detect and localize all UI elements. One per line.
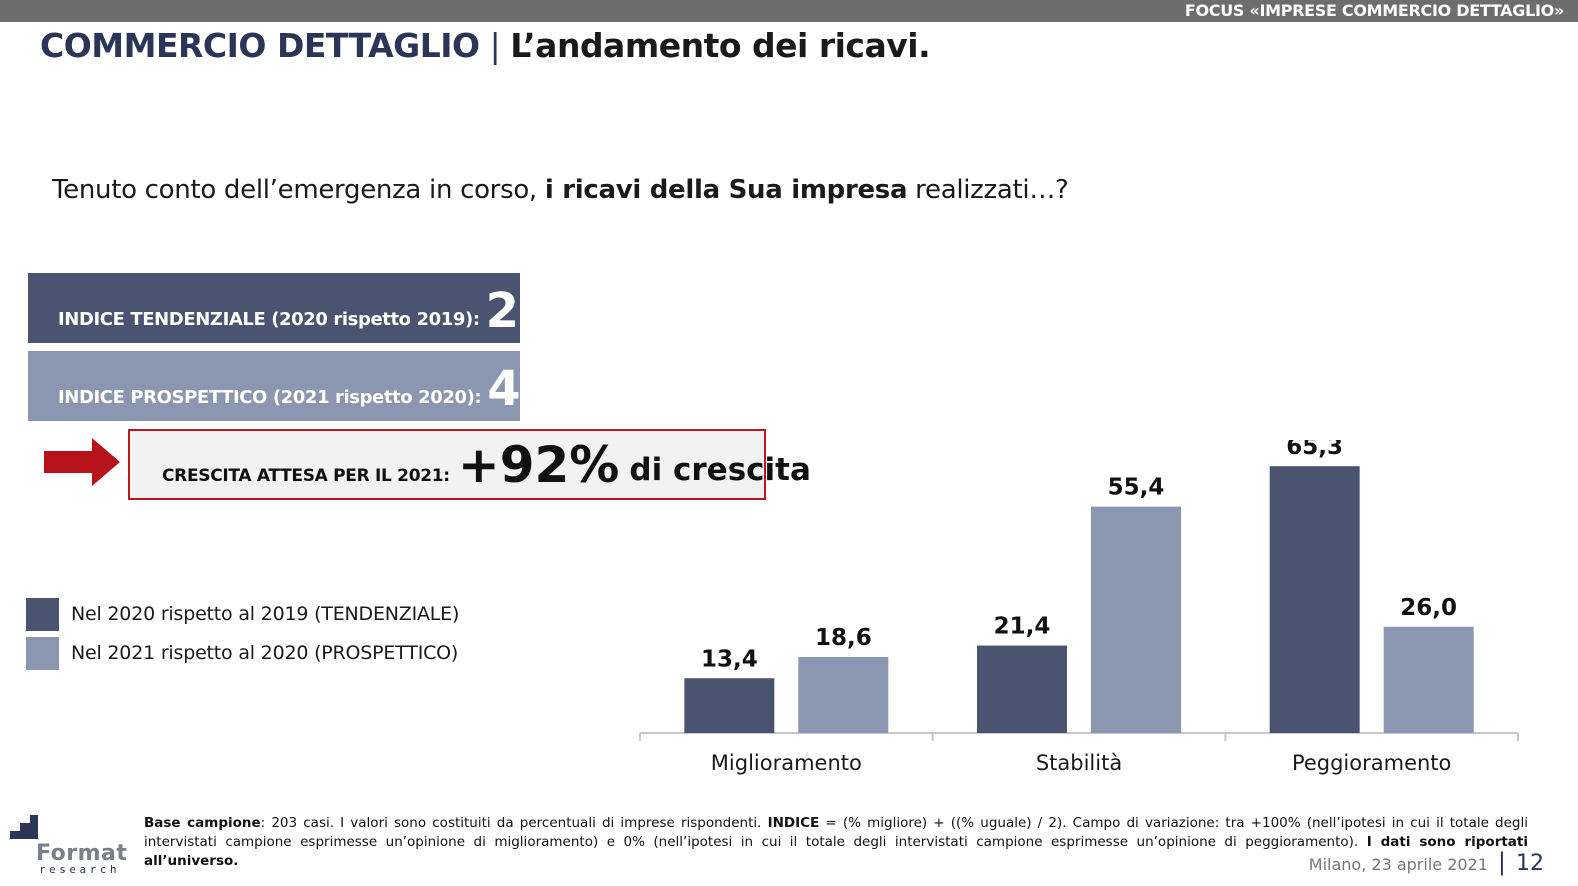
footnote-text1: : 203 casi. I valori sono costituiti da … bbox=[260, 815, 768, 831]
bar-stabilit-series-2 bbox=[1091, 506, 1181, 733]
page-title: COMMERCIO DETTAGLIO | L’andamento dei rica… bbox=[40, 26, 931, 65]
legend-swatch-light bbox=[26, 636, 59, 670]
question-part2: realizzati…? bbox=[907, 175, 1069, 205]
title-separator: | bbox=[489, 26, 501, 65]
question-bold: i ricavi della Sua impresa bbox=[544, 175, 908, 205]
legend-item-tendenziale: Nel 2020 rispetto al 2019 (TENDENZIALE) bbox=[26, 597, 459, 631]
growth-label: CRESCITA ATTESA PER IL 2021: bbox=[162, 466, 450, 486]
x-tick-label: Stabilità bbox=[1036, 751, 1122, 775]
legend-swatch-dark bbox=[26, 597, 59, 631]
footnote-indice-label: INDICE bbox=[767, 815, 820, 831]
index-prospettico-box: INDICE PROSPETTICO (2021 rispetto 2020):… bbox=[28, 351, 554, 421]
footnote-base-label: Base campione bbox=[144, 815, 261, 831]
growth-suffix: di crescita bbox=[629, 452, 811, 488]
focus-label: FOCUS «IMPRESE COMMERCIO DETTAGLIO» bbox=[1184, 1, 1564, 20]
top-bar: FOCUS «IMPRESE COMMERCIO DETTAGLIO» bbox=[0, 0, 1578, 22]
index-tendenziale-box: INDICE TENDENZIALE (2020 rispetto 2019):… bbox=[28, 273, 552, 343]
x-tick-label: Miglioramento bbox=[711, 751, 862, 775]
bar-miglioramento-series-2 bbox=[798, 657, 889, 733]
growth-box: CRESCITA ATTESA PER IL 2021: +92% di cre… bbox=[128, 429, 811, 500]
chart-legend: Nel 2020 rispetto al 2019 (TENDENZIALE) … bbox=[26, 597, 459, 675]
growth-value: +92% bbox=[457, 436, 620, 494]
bar-miglioramento-series-1 bbox=[684, 678, 775, 733]
data-label: 26,0 bbox=[1400, 595, 1457, 621]
data-label: 18,6 bbox=[815, 625, 872, 651]
question-part1: Tenuto conto dell’emergenza in corso, bbox=[52, 175, 545, 205]
legend-label-tendenziale: Nel 2020 rispetto al 2019 (TENDENZIALE) bbox=[71, 603, 460, 625]
footer-date: Milano, 23 aprile 2021 bbox=[1308, 855, 1488, 874]
index-tendenziale-value: 24 bbox=[485, 283, 553, 339]
legend-label-prospettico: Nel 2021 rispetto al 2020 (PROSPETTICO) bbox=[71, 642, 459, 664]
footnote: Base campione: 203 casi. I valori sono c… bbox=[144, 814, 1528, 871]
logo-name: Format bbox=[36, 841, 128, 866]
format-research-logo: Format research bbox=[8, 815, 138, 879]
bar-peggioramento-series-2 bbox=[1383, 626, 1474, 733]
footnote-text2: = (% migliore) + ((% uguale) / 2). Campo… bbox=[144, 815, 1528, 850]
x-tick-label: Peggioramento bbox=[1292, 751, 1451, 775]
legend-item-prospettico: Nel 2021 rispetto al 2020 (PROSPETTICO) bbox=[26, 636, 459, 670]
title-main: COMMERCIO DETTAGLIO bbox=[40, 26, 480, 65]
logo-steps-icon bbox=[10, 815, 38, 839]
index-prospettico-label: INDICE PROSPETTICO (2021 rispetto 2020): bbox=[58, 387, 482, 408]
index-tendenziale-label: INDICE TENDENZIALE (2020 rispetto 2019): bbox=[58, 309, 480, 330]
arrow-right-icon bbox=[44, 438, 120, 486]
bar-peggioramento-series-1 bbox=[1269, 466, 1360, 733]
data-label: 13,4 bbox=[701, 646, 758, 672]
survey-question: Tenuto conto dell’emergenza in corso, i … bbox=[52, 175, 1069, 205]
bar-stabilit-series-1 bbox=[977, 645, 1067, 733]
logo-sub: research bbox=[39, 863, 120, 876]
title-sub: L’andamento dei ricavi. bbox=[510, 26, 931, 65]
footer-separator: | bbox=[1497, 848, 1506, 876]
data-label: 65,3 bbox=[1286, 440, 1343, 460]
bar-chart: 13,4 18,6 Miglioramento 21,4 55,4 Stabilità 65… bbox=[639, 440, 1519, 775]
data-label: 21,4 bbox=[994, 614, 1051, 640]
footer-date-line: Milano, 23 aprile 2021 | 12 bbox=[1309, 848, 1544, 876]
footnote-bold-end: I dati sono riportati all’universo. bbox=[144, 834, 1528, 869]
data-label: 55,4 bbox=[1108, 475, 1165, 501]
index-prospettico-value: 46 bbox=[487, 361, 555, 417]
page-number: 12 bbox=[1516, 851, 1544, 876]
